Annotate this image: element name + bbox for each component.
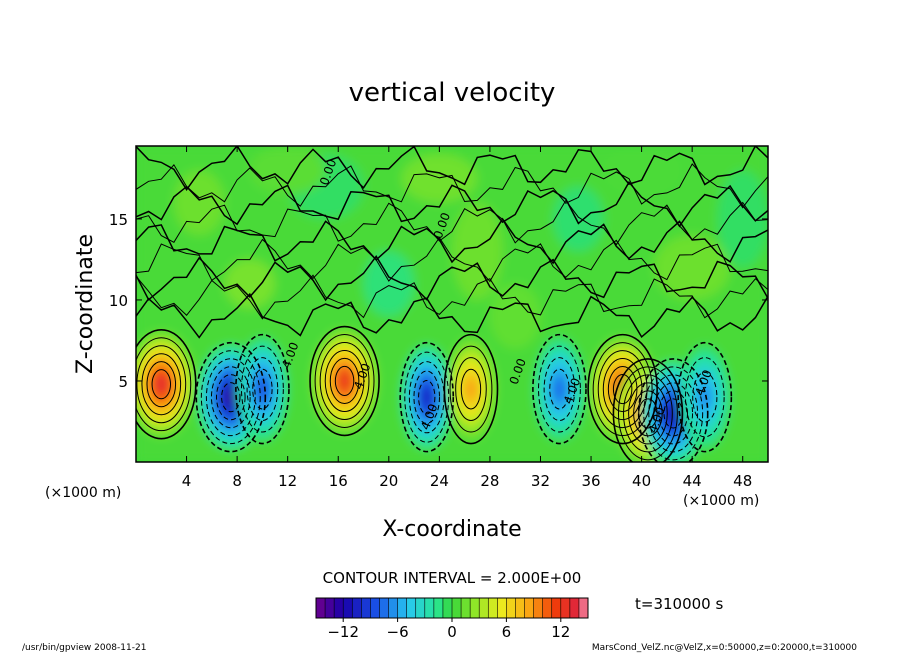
colorbar-swatch (415, 598, 426, 618)
colorbar-swatch (379, 598, 390, 618)
x-tick-label: 48 (733, 472, 752, 490)
colorbar-tick-label: 6 (502, 623, 512, 641)
contour-lines (136, 146, 768, 462)
x-tick-label: 12 (278, 472, 297, 490)
colorbar-ticks: −12 −6 0 6 12 (327, 618, 570, 641)
colorbar-swatch (343, 598, 353, 618)
colorbar-swatch (452, 598, 462, 618)
colorbar-swatch (406, 598, 417, 618)
colorbar-swatch (488, 598, 498, 618)
x-tick-label: 36 (581, 472, 600, 490)
y-tick-label: 5 (118, 373, 128, 391)
y-tick-label: 10 (109, 292, 128, 310)
x-tick-label: 24 (430, 472, 449, 490)
x-tick-label: 20 (379, 472, 398, 490)
colorbar-swatch (334, 598, 344, 618)
y-axis-label: Z-coordinate (73, 234, 98, 374)
x-tick-label: 44 (683, 472, 702, 490)
colorbar-swatch (424, 598, 435, 618)
x-tick-label: 40 (632, 472, 651, 490)
x-tick-label: 32 (531, 472, 550, 490)
colorbar-swatch (560, 598, 571, 618)
colorbar (315, 597, 589, 619)
colorbar-swatch (388, 598, 399, 618)
x-axis-label: X-coordinate (382, 517, 521, 542)
x-unit-right: (×1000 m) (683, 493, 759, 509)
colorbar-swatch (433, 598, 444, 618)
colorbar-swatch (325, 598, 335, 618)
x-tick-label: 28 (480, 472, 499, 490)
colorbar-swatch (442, 598, 453, 618)
colorbar-swatch (316, 598, 326, 618)
y-tick-label: 15 (109, 211, 128, 229)
colorbar-swatch (533, 598, 544, 618)
colorbar-tick-label: 0 (447, 623, 457, 641)
plot-frame (135, 145, 769, 463)
colorbar-swatch (524, 598, 535, 618)
x-unit-left: (×1000 m) (45, 485, 121, 501)
colorbar-swatch (542, 598, 553, 618)
colorbar-tick-label: −6 (387, 623, 409, 641)
x-tick-label: 8 (232, 472, 242, 490)
colorbar-swatch (370, 598, 380, 618)
colorbar-swatch (569, 598, 580, 618)
colorbar-swatch (479, 598, 489, 618)
footer-left: /usr/bin/gpview 2008-11-21 (22, 643, 146, 653)
time-label: t=310000 s (635, 595, 723, 613)
colorbar-swatch (470, 598, 480, 618)
colorbar-swatch (397, 598, 408, 618)
y-axis: 5 10 15 (109, 211, 768, 391)
colorbar-swatch (506, 598, 516, 618)
colorbar-swatch (515, 598, 526, 618)
footer-right: MarsCond_VelZ.nc@VelZ,x=0:50000,z=0:2000… (592, 643, 857, 653)
colorbar-swatch (497, 598, 507, 618)
colorbar-swatch (361, 598, 371, 618)
x-axis: 4 8 12 16 20 24 28 32 36 40 44 48 (182, 146, 752, 490)
x-tick-label: 16 (329, 472, 348, 490)
chart-title: vertical velocity (349, 78, 556, 108)
colorbar-swatch (551, 598, 562, 618)
colorbar-swatch (461, 598, 471, 618)
colorbar-tick-label: −12 (327, 623, 359, 641)
colorbar-swatch (352, 598, 362, 618)
colorbar-swatch (578, 598, 589, 618)
contour-interval: CONTOUR INTERVAL = 2.000E+00 (323, 569, 582, 587)
colorbar-tick-label: 12 (551, 623, 570, 641)
x-tick-label: 4 (182, 472, 192, 490)
